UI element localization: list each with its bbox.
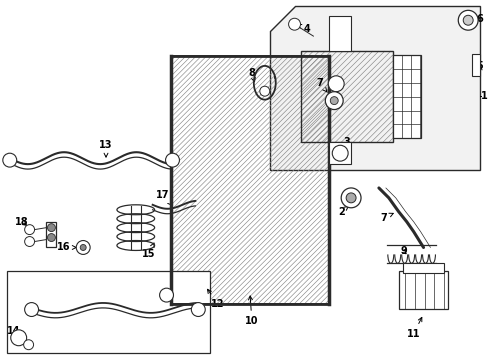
Text: 3: 3 (341, 137, 350, 161)
Text: 4: 4 (297, 24, 311, 34)
Circle shape (11, 330, 26, 346)
Text: 11: 11 (407, 318, 422, 339)
Bar (403, 264, 444, 273)
Circle shape (76, 240, 90, 255)
Circle shape (24, 340, 34, 350)
Circle shape (328, 76, 344, 92)
Circle shape (48, 234, 55, 242)
Polygon shape (270, 6, 480, 170)
Circle shape (325, 92, 343, 109)
Circle shape (3, 153, 17, 167)
Circle shape (80, 244, 86, 251)
Text: 17: 17 (156, 190, 172, 205)
Bar (329, 16, 351, 51)
Circle shape (160, 288, 173, 302)
Bar (399, 271, 448, 309)
Circle shape (458, 10, 478, 30)
Circle shape (24, 303, 39, 316)
Text: 16: 16 (56, 243, 76, 252)
Circle shape (463, 15, 473, 25)
Bar (472, 54, 480, 76)
Text: 15: 15 (142, 243, 155, 260)
Circle shape (260, 86, 270, 96)
Circle shape (289, 18, 300, 30)
Circle shape (166, 153, 179, 167)
Text: 2: 2 (338, 206, 348, 217)
Text: 13: 13 (99, 140, 113, 157)
Text: 10: 10 (245, 296, 259, 326)
Bar (7, 271, 210, 353)
Bar (393, 55, 420, 138)
Circle shape (330, 96, 338, 105)
Circle shape (24, 225, 35, 235)
Text: 7: 7 (316, 78, 327, 92)
Bar (171, 56, 329, 304)
Text: 5: 5 (477, 61, 484, 71)
Text: 14: 14 (7, 326, 21, 336)
Text: 12: 12 (207, 289, 225, 309)
Bar (301, 51, 393, 142)
Circle shape (48, 224, 55, 231)
Circle shape (192, 303, 205, 316)
Circle shape (24, 237, 35, 247)
Bar (47, 222, 56, 247)
Text: 8: 8 (248, 68, 255, 82)
Text: 7: 7 (380, 213, 393, 223)
Text: 1: 1 (481, 91, 488, 101)
Text: 18: 18 (15, 217, 28, 227)
Text: 6: 6 (471, 14, 484, 24)
Bar (329, 142, 351, 164)
Circle shape (346, 193, 356, 203)
Text: 9: 9 (400, 247, 407, 256)
Circle shape (341, 188, 361, 208)
Circle shape (332, 145, 348, 161)
